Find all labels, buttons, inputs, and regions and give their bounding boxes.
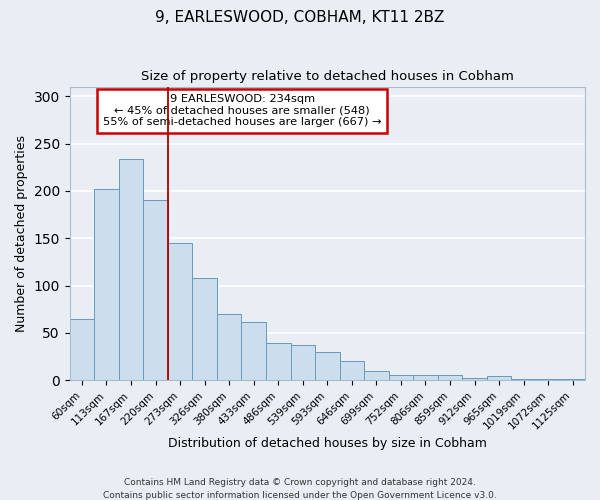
- Bar: [119, 159, 143, 380]
- Bar: [560, 379, 585, 380]
- Bar: [462, 378, 487, 380]
- Text: Contains HM Land Registry data © Crown copyright and database right 2024.
Contai: Contains HM Land Registry data © Crown c…: [103, 478, 497, 500]
- Bar: [168, 243, 193, 380]
- Text: 9 EARLESWOOD: 234sqm
← 45% of detached houses are smaller (548)
55% of semi-deta: 9 EARLESWOOD: 234sqm ← 45% of detached h…: [103, 94, 382, 128]
- Bar: [487, 376, 511, 380]
- Bar: [241, 322, 266, 380]
- Y-axis label: Number of detached properties: Number of detached properties: [15, 135, 28, 332]
- Bar: [290, 345, 315, 380]
- Bar: [438, 376, 462, 380]
- Bar: [536, 379, 560, 380]
- Bar: [315, 352, 340, 380]
- Bar: [266, 344, 290, 380]
- Bar: [217, 314, 241, 380]
- Bar: [364, 370, 389, 380]
- Bar: [70, 318, 94, 380]
- Bar: [94, 189, 119, 380]
- Bar: [389, 376, 413, 380]
- Text: 9, EARLESWOOD, COBHAM, KT11 2BZ: 9, EARLESWOOD, COBHAM, KT11 2BZ: [155, 10, 445, 25]
- Bar: [413, 376, 438, 380]
- Bar: [511, 379, 536, 380]
- Bar: [143, 200, 168, 380]
- Bar: [340, 362, 364, 380]
- Bar: [193, 278, 217, 380]
- X-axis label: Distribution of detached houses by size in Cobham: Distribution of detached houses by size …: [168, 437, 487, 450]
- Title: Size of property relative to detached houses in Cobham: Size of property relative to detached ho…: [141, 70, 514, 83]
